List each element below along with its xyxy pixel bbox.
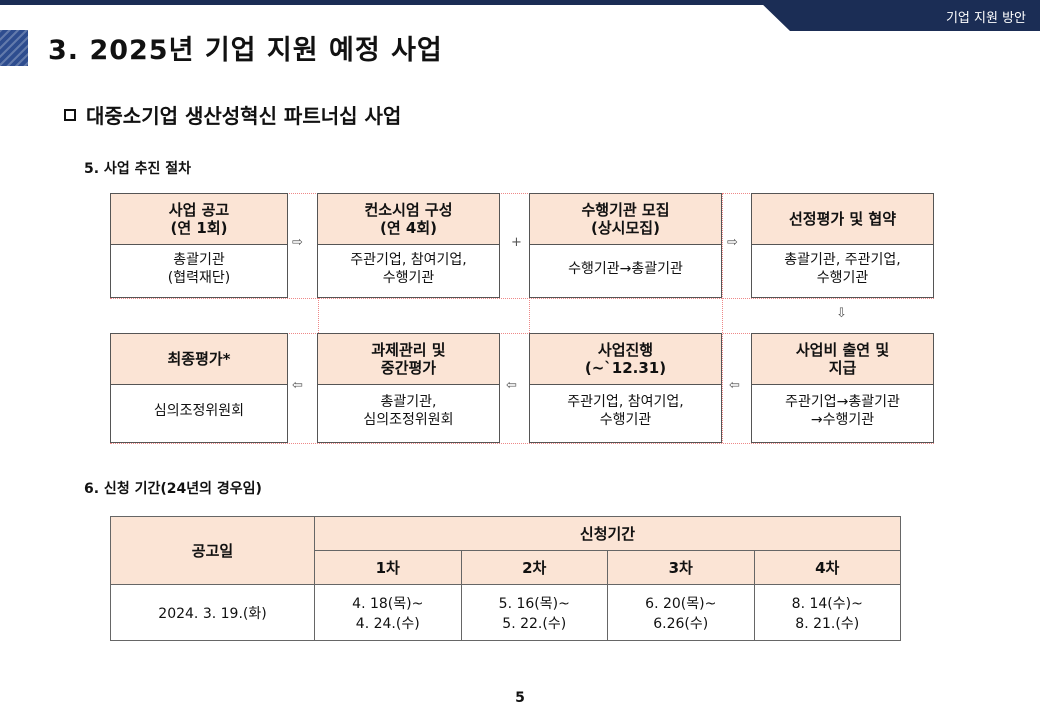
period-heading: 6. 신청 기간(24년의 경우임) [84,481,262,497]
step-body-line: 심의조정위원회 [363,412,454,428]
process-step: 컨소시엄 구성 (연 4회) 주관기업, 참여기업, 수행기관 [317,193,500,298]
step-title-line: 선정평가 및 협약 [788,210,897,228]
process-step: 사업진행 (~`12.31) 주관기업, 참여기업, 수행기관 [529,333,722,443]
step-title-line: 사업비 출연 및 [795,341,890,359]
right-arrow-icon: ⇨ [727,235,738,250]
down-arrow-icon: ⇩ [836,306,847,321]
step-body-line: 주관기업, 참여기업, [350,252,467,268]
step-body-line: 수행기관→총괄기관 [568,261,683,277]
guide-line [722,193,723,443]
step-body-line: 총괄기관, 주관기업, [784,252,901,268]
period-end: 4. 24.(수) [355,615,420,632]
right-arrow-icon: ⇨ [292,235,303,250]
process-step: 사업 공고 (연 1회) 총괄기관 (협력재단) [110,193,288,298]
header-tab [758,0,1040,31]
step-body-line: 수행기관 [599,412,652,428]
step-title-line: (상시모집) [591,219,660,237]
process-step: 사업비 출연 및 지급 주관기업→총괄기관 →수행기관 [751,333,934,443]
step-body-line: 수행기관 [816,270,869,286]
guide-line [110,333,934,334]
step-body-line: 총괄기관 [173,252,225,268]
period-cell: 4. 18(목)~ 4. 24.(수) [314,584,462,641]
table-row: 2024. 3. 19.(화) 4. 18(목)~ 4. 24.(수) 5. 16… [110,584,901,641]
period-end: 8. 21.(수) [795,615,860,632]
step-title-line: 사업진행 [597,341,654,359]
header-tab-label: 기업 지원 방안 [945,11,1026,26]
guide-line [318,193,319,443]
checkbox-bullet-icon [64,108,76,121]
period-cell: 8. 14(수)~ 8. 21.(수) [753,584,901,641]
period-start: 8. 14(수)~ [791,595,863,612]
guide-line [110,298,934,299]
step-body-line: 주관기업, 참여기업, [567,394,684,410]
step-body-line: (협력재단) [167,270,231,286]
header-round: 4차 [753,550,901,585]
step-title-line: (연 4회) [380,219,437,237]
header-bar [0,0,1040,5]
title-accent-mark [0,30,28,66]
step-title-line: 수행기관 모집 [581,201,670,219]
header-application-period: 신청기간 [314,516,901,551]
period-start: 4. 18(목)~ [352,595,424,612]
period-start: 6. 20(목)~ [645,595,717,612]
period-start: 5. 16(목)~ [498,595,570,612]
left-arrow-icon: ⇦ [292,378,303,393]
period-end: 6.26(수) [653,615,709,632]
step-body-line: 수행기관 [382,270,435,286]
application-period-table: 공고일 신청기간 1차 2차 3차 4차 2024. 3. 19.(화) 4. … [110,516,901,641]
announce-date-cell: 2024. 3. 19.(화) [110,584,315,641]
procedure-heading: 5. 사업 추진 절차 [84,161,191,177]
step-title-line: 최종평가* [167,350,231,368]
step-title-line: 중간평가 [380,359,437,377]
process-step: 수행기관 모집 (상시모집) 수행기관→총괄기관 [529,193,722,298]
section-heading: 대중소기업 생산성혁신 파트너십 사업 [64,100,401,129]
step-title-line: (연 1회) [170,219,228,237]
guide-line [110,193,934,194]
header-round: 1차 [314,550,462,585]
page-number: 5 [515,690,525,706]
left-arrow-icon: ⇦ [506,378,517,393]
page-title: 3. 2025년 기업 지원 예정 사업 [48,35,443,66]
plus-icon: + [511,235,522,250]
step-body-line: 총괄기관, [380,394,437,410]
process-step: 선정평가 및 협약 총괄기관, 주관기업, 수행기관 [751,193,934,298]
step-title-line: (~`12.31) [584,359,667,377]
guide-line [529,193,530,443]
guide-line [110,443,934,444]
period-cell: 6. 20(목)~ 6.26(수) [607,584,755,641]
header-announce-date: 공고일 [110,516,315,585]
section-heading-text: 대중소기업 생산성혁신 파트너십 사업 [86,104,402,128]
period-end: 5. 22.(수) [502,615,567,632]
step-body-line: 심의조정위원회 [153,403,245,419]
step-body-line: 주관기업→총괄기관 [785,394,900,410]
header-round: 3차 [607,550,755,585]
left-arrow-icon: ⇦ [729,378,740,393]
step-title-line: 컨소시엄 구성 [364,201,453,219]
step-body-line: →수행기관 [810,412,875,428]
process-step: 과제관리 및 중간평가 총괄기관, 심의조정위원회 [317,333,500,443]
step-title-line: 사업 공고 [168,201,230,219]
period-cell: 5. 16(목)~ 5. 22.(수) [460,584,608,641]
header-round: 2차 [460,550,608,585]
step-title-line: 지급 [828,359,857,377]
step-title-line: 과제관리 및 [371,341,446,359]
process-step: 최종평가* 심의조정위원회 [110,333,288,443]
